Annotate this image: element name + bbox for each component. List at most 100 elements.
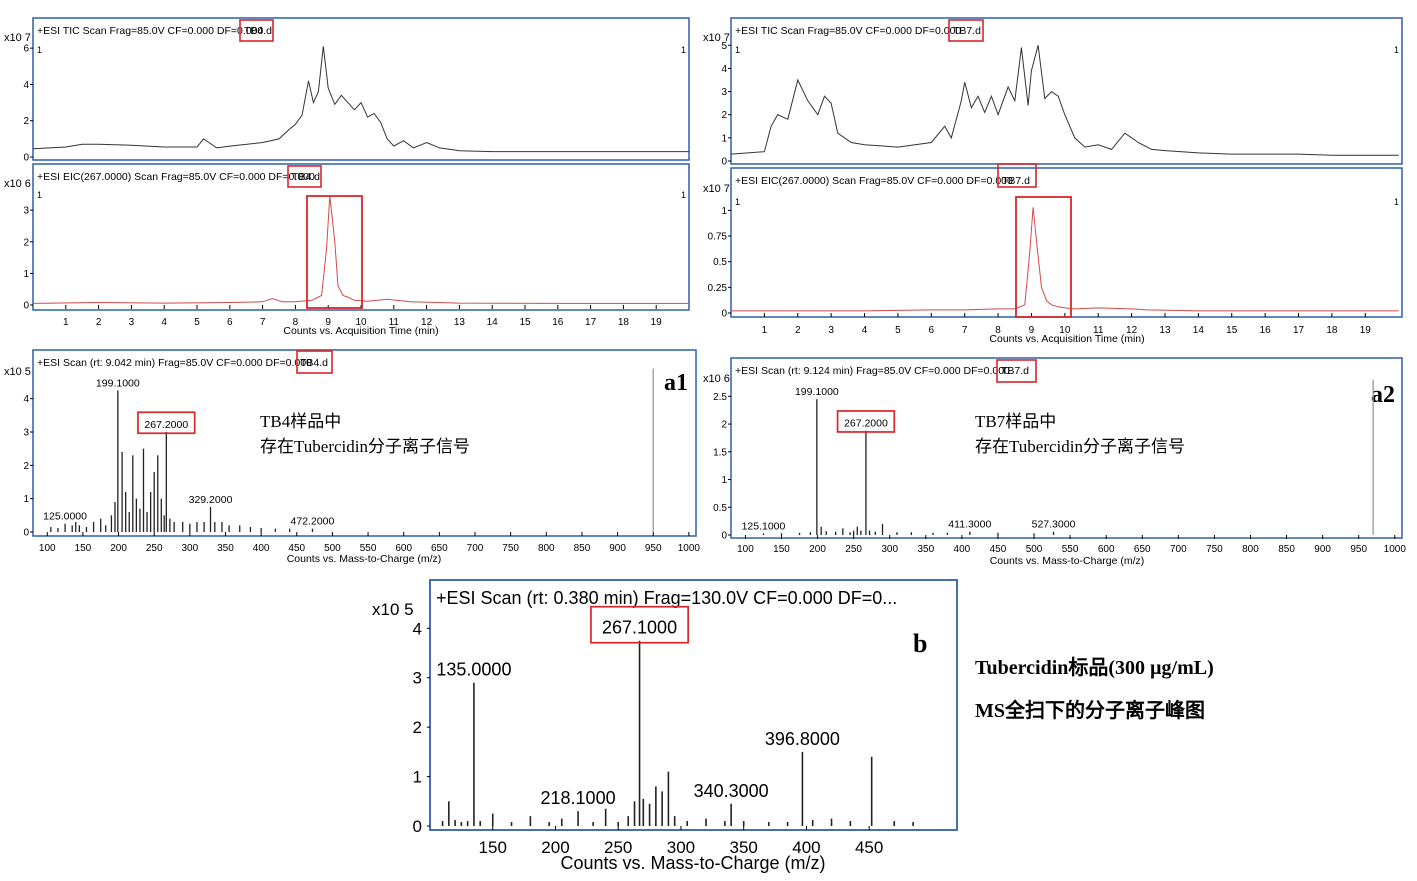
y-exponent: x10 6 <box>4 178 31 190</box>
y-tick-label: 4 <box>413 619 422 638</box>
y-tick-label: 0 <box>23 528 29 539</box>
file-name: TB4.d <box>292 171 320 183</box>
peak-highlight-box <box>306 195 363 309</box>
x-tick-label: 500 <box>324 543 341 554</box>
peak-label: 135.0000 <box>436 660 511 680</box>
x-tick-label: 15 <box>519 317 531 328</box>
series-line <box>730 45 1399 156</box>
x-tick-label: 150 <box>75 543 92 554</box>
x-tick-label: 1000 <box>1384 544 1407 555</box>
series-line <box>32 195 689 304</box>
marker-left: 1 <box>735 45 740 55</box>
x-tick-label: 3 <box>129 317 135 328</box>
x-tick-label: 2 <box>96 317 102 328</box>
y-exponent: x10 7 <box>703 183 730 195</box>
series-line <box>32 46 689 153</box>
peak-label: 125.1000 <box>742 520 786 532</box>
y-tick-label: 4 <box>23 80 29 91</box>
x-tick-label: 1 <box>762 325 768 336</box>
y-exponent: x10 5 <box>4 366 31 378</box>
x-tick-label: 10 <box>355 317 367 328</box>
x-tick-label: 17 <box>1293 325 1305 336</box>
panel-frame <box>32 349 697 537</box>
file-highlight-box <box>997 163 1037 188</box>
x-tick-label: 8 <box>995 325 1001 336</box>
panel-header: +ESI TIC Scan Frag=85.0V CF=0.000 DF=0.0… <box>735 25 961 37</box>
x-tick-label: 11 <box>1093 325 1104 336</box>
panel-eic-tb4: +ESI EIC(267.0000) Scan Frag=85.0V CF=0.… <box>4 163 690 337</box>
y-tick-label: 2.5 <box>713 392 727 403</box>
y-tick-label: 0 <box>413 817 422 836</box>
x-tick-label: 16 <box>552 317 564 328</box>
y-exponent: x10 5 <box>372 600 414 619</box>
peak-label: 125.0000 <box>43 511 87 523</box>
x-tick-label: 750 <box>1206 544 1223 555</box>
x-tick-label: 500 <box>1026 544 1043 555</box>
panel-frame <box>730 357 1403 539</box>
x-tick-label: 2 <box>795 325 801 336</box>
peak-highlight-box <box>836 410 896 433</box>
y-tick-label: 3 <box>23 428 29 439</box>
file-highlight-box <box>996 359 1037 383</box>
x-tick-label: 550 <box>1062 544 1079 555</box>
x-axis-label: Counts vs. Acquisition Time (min) <box>283 325 438 337</box>
x-tick-label: 150 <box>479 838 507 857</box>
panel-header: +ESI EIC(267.0000) Scan Frag=85.0V CF=0.… <box>37 171 315 183</box>
x-tick-label: 9 <box>325 317 331 328</box>
x-tick-label: 350 <box>917 544 934 555</box>
x-tick-label: 450 <box>990 544 1007 555</box>
x-tick-label: 400 <box>792 838 820 857</box>
marker-left: 1 <box>37 45 42 55</box>
x-tick-label: 18 <box>1326 325 1338 336</box>
panel-header: +ESI Scan (rt: 9.042 min) Frag=85.0V CF=… <box>37 357 312 369</box>
file-name: TB7.d <box>1001 365 1029 377</box>
y-tick-label: 5 <box>721 41 727 52</box>
y-tick-label: 0 <box>23 301 29 312</box>
x-tick-label: 17 <box>585 317 597 328</box>
marker-left: 1 <box>735 197 740 207</box>
panel-frame <box>32 17 690 161</box>
x-tick-label: 950 <box>645 543 662 554</box>
y-tick-label: 0.5 <box>713 503 727 514</box>
y-tick-label: 1 <box>23 494 29 505</box>
x-tick-label: 300 <box>881 544 898 555</box>
x-tick-label: 19 <box>1360 325 1372 336</box>
x-tick-label: 850 <box>574 543 591 554</box>
x-tick-label: 4 <box>161 317 167 328</box>
y-tick-label: 2 <box>23 237 29 248</box>
x-tick-label: 12 <box>1126 325 1138 336</box>
x-tick-label: 650 <box>1134 544 1151 555</box>
x-tick-label: 14 <box>487 317 499 328</box>
x-tick-label: 850 <box>1278 544 1295 555</box>
y-tick-label: 1 <box>721 133 727 144</box>
x-tick-label: 650 <box>431 543 448 554</box>
x-tick-label: 300 <box>667 838 695 857</box>
x-tick-label: 950 <box>1350 544 1367 555</box>
peak-label: 267.2000 <box>144 419 188 431</box>
marker-right: 1 <box>1394 197 1399 207</box>
panel-ms-b: +ESI Scan (rt: 0.380 min) Frag=130.0V CF… <box>372 579 958 873</box>
x-tick-label: 150 <box>773 544 790 555</box>
peak-label: 396.8000 <box>765 729 840 749</box>
x-tick-label: 11 <box>389 317 400 328</box>
panel-header: +ESI Scan (rt: 9.124 min) Frag=85.0V CF=… <box>735 365 1010 377</box>
x-tick-label: 700 <box>467 543 484 554</box>
peak-highlight-box <box>590 605 689 644</box>
file-name: TB4.d <box>244 25 272 37</box>
file-name: TB7.d <box>1002 175 1030 187</box>
caption-line2: MS全扫下的分子离子峰图 <box>975 698 1205 722</box>
peak-label: 267.1000 <box>602 618 677 638</box>
y-exponent: x10 7 <box>4 32 31 44</box>
y-exponent: x10 6 <box>703 373 730 385</box>
x-tick-label: 6 <box>227 317 233 328</box>
caption-line1: Tubercidin标品(300 µg/mL) <box>975 656 1214 679</box>
x-tick-label: 19 <box>651 317 663 328</box>
y-tick-label: 0.5 <box>713 257 727 268</box>
x-tick-label: 250 <box>604 838 632 857</box>
peak-label: 199.1000 <box>795 386 839 398</box>
peak-label: 199.1000 <box>96 377 140 389</box>
peak-label: 411.3000 <box>948 519 991 531</box>
y-tick-label: 0 <box>721 309 727 320</box>
x-tick-label: 13 <box>1159 325 1171 336</box>
